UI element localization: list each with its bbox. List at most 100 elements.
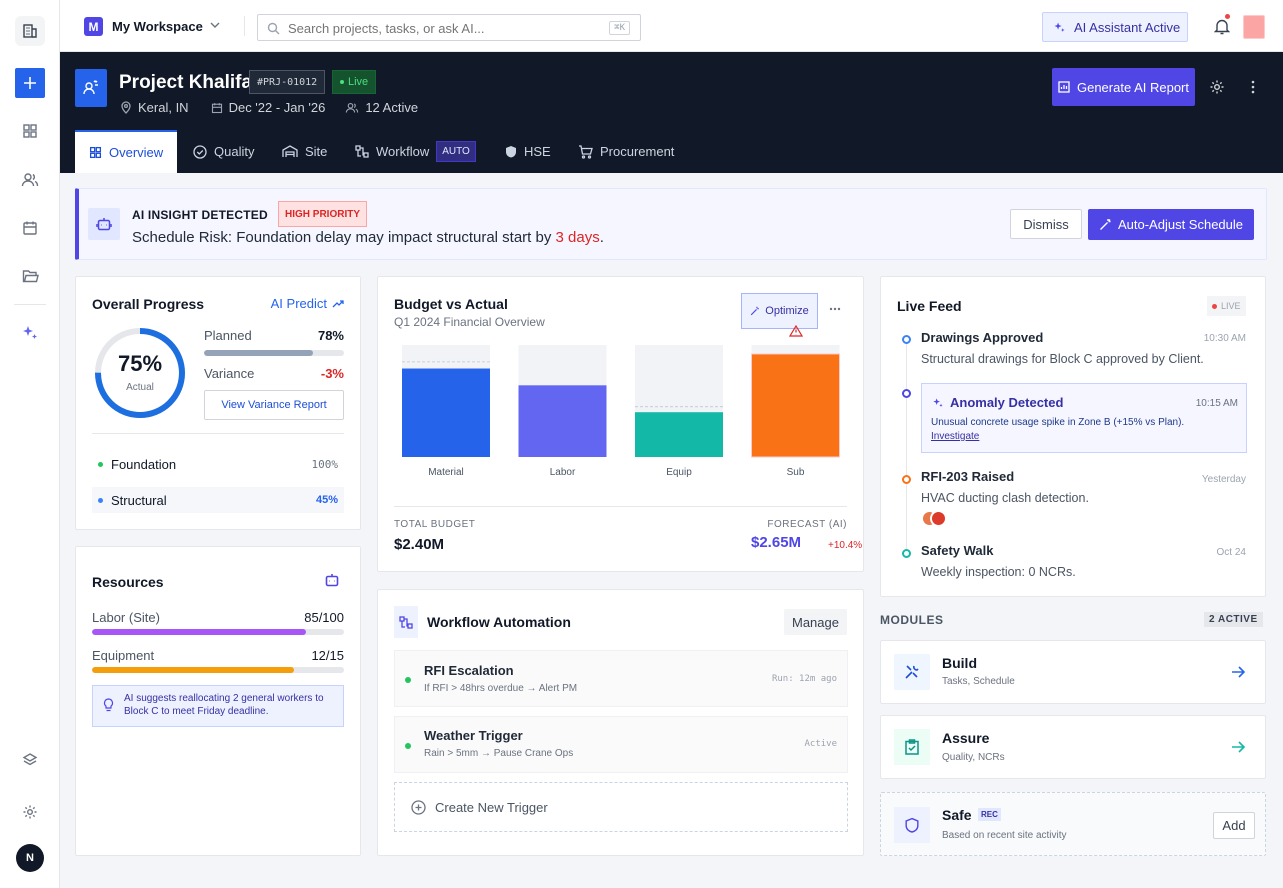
robot-icon[interactable]	[324, 572, 340, 588]
tab-label: Quality	[214, 144, 255, 159]
budget-card: Budget vs Actual Q1 2024 Financial Overv…	[377, 276, 864, 572]
bell-icon[interactable]	[1214, 14, 1230, 35]
status-label: Live	[348, 76, 369, 88]
feed-item-time: 10:15 AM	[1195, 398, 1238, 409]
resources-title: Resources	[92, 574, 164, 590]
building-icon[interactable]	[15, 16, 45, 46]
calendar-icon	[211, 102, 223, 114]
bar-material[interactable]	[402, 368, 490, 457]
arrow-right-icon[interactable]	[1231, 666, 1245, 678]
participant-avatars[interactable]	[921, 510, 949, 528]
budget-divider	[394, 506, 847, 507]
dashboard-icon	[89, 146, 102, 159]
chevron-down-icon[interactable]	[210, 22, 220, 28]
budget-bar-chart: Material Labor Equip Sub	[402, 345, 840, 478]
trend-up-icon	[332, 299, 344, 308]
module-build[interactable]: Build Tasks, Schedule	[880, 640, 1266, 704]
settings-icon[interactable]	[15, 797, 45, 827]
live-dot	[1212, 303, 1217, 309]
create-trigger-button[interactable]: Create New Trigger	[394, 782, 848, 832]
add-module-button[interactable]: Add	[1213, 812, 1255, 839]
user-avatar[interactable]: N	[16, 844, 44, 872]
resource-value: 85/100	[304, 610, 344, 625]
shield-icon	[505, 145, 517, 158]
recommended-badge: REC	[978, 808, 1001, 821]
manage-button[interactable]: Manage	[784, 609, 847, 635]
tab-workflow[interactable]: Workflow AUTO	[355, 130, 476, 173]
feed-item-text: HVAC ducting clash detection.	[921, 491, 1089, 505]
workspace-name[interactable]: My Workspace	[112, 19, 203, 34]
planned-label: Planned	[204, 328, 252, 343]
phase-row[interactable]: Structural 45%	[92, 487, 344, 513]
tab-hse[interactable]: HSE	[505, 130, 551, 173]
generate-report-label: Generate AI Report	[1076, 79, 1189, 95]
search-box[interactable]: ⌘K	[257, 14, 641, 41]
optimize-button[interactable]: Optimize	[741, 293, 818, 329]
category-label: Material	[428, 467, 464, 478]
workflow-item[interactable]: RFI Escalation If RFI > 48hrs overdue → …	[394, 650, 848, 707]
gear-icon[interactable]	[1209, 79, 1225, 95]
resource-bar	[92, 667, 344, 673]
forecast-value: $2.65M	[751, 534, 802, 551]
folder-icon[interactable]	[15, 261, 45, 291]
module-desc: Based on recent site activity	[942, 830, 1067, 841]
project-header: Project Khalifa #PRJ-01012 Live Keral, I…	[60, 52, 1283, 173]
workflow-item[interactable]: Weather Trigger Rain > 5mm → Pause Crane…	[394, 716, 848, 773]
shield-icon	[894, 807, 930, 843]
search-input[interactable]	[288, 19, 588, 37]
calendar-icon[interactable]	[15, 213, 45, 243]
plus-icon[interactable]	[15, 68, 45, 98]
workflow-card: Workflow Automation Manage RFI Escalatio…	[377, 589, 864, 856]
users-icon[interactable]	[15, 165, 45, 195]
category-label: Equip	[666, 467, 692, 478]
progress-divider	[92, 433, 344, 434]
bar-equip[interactable]	[635, 412, 723, 457]
project-meta: Keral, IN Dec '22 - Jan '26 12 Active	[120, 100, 418, 115]
generate-report-button[interactable]: Generate AI Report	[1052, 68, 1195, 106]
insight-text: Schedule Risk: Foundation delay may impa…	[132, 229, 552, 246]
timeline-line	[906, 339, 907, 553]
ai-predict-label: AI Predict	[270, 296, 327, 311]
auto-adjust-button[interactable]: Auto-Adjust Schedule	[1088, 209, 1254, 240]
insight-message: Schedule Risk: Foundation delay may impa…	[132, 229, 604, 246]
location-pin-icon	[120, 101, 132, 114]
module-name: Assure	[942, 730, 990, 746]
modules-count-badge: 2 ACTIVE	[1204, 612, 1263, 627]
investigate-link[interactable]: Investigate	[931, 431, 980, 442]
worker-icon	[82, 79, 100, 97]
feed-item-text: Structural drawings for Block C approved…	[921, 352, 1204, 366]
layers-icon[interactable]	[15, 745, 45, 775]
tab-overview[interactable]: Overview	[75, 130, 178, 173]
planned-bar	[204, 350, 344, 356]
view-variance-report-button[interactable]: View Variance Report	[204, 390, 344, 420]
insight-title: AI INSIGHT DETECTED	[132, 208, 268, 222]
bar-labor[interactable]	[518, 385, 607, 457]
tab-site[interactable]: Site	[282, 130, 327, 173]
phase-row[interactable]: Foundation 100%	[92, 451, 344, 477]
project-location: Keral, IN	[138, 100, 189, 115]
ai-insight-banner: AI INSIGHT DETECTED HIGH PRIORITY Schedu…	[75, 188, 1267, 260]
sparkles-icon	[1053, 21, 1066, 34]
arrow-right-icon[interactable]	[1231, 741, 1245, 753]
ai-suggestion-box: AI suggests reallocating 2 general worke…	[92, 685, 344, 727]
grid-icon[interactable]	[15, 116, 45, 146]
feed-item-time: Yesterday	[1201, 474, 1246, 485]
anomaly-card[interactable]: Anomaly Detected 10:15 AM Unusual concre…	[921, 383, 1247, 453]
user-avatar-image[interactable]	[1243, 15, 1265, 39]
total-budget-value: $2.40M	[394, 536, 445, 553]
bar-sub[interactable]	[751, 353, 840, 458]
ai-assistant-badge[interactable]: AI Assistant Active	[1042, 12, 1188, 42]
tab-quality[interactable]: Quality	[193, 130, 254, 173]
ai-suggestion-text: AI suggests reallocating 2 general worke…	[124, 693, 324, 717]
tab-procurement[interactable]: Procurement	[578, 130, 674, 173]
forecast-label: FORECAST (AI)	[767, 519, 847, 530]
more-vertical-icon[interactable]	[1251, 80, 1255, 94]
sparkles-icon[interactable]	[15, 318, 45, 348]
ai-predict-link[interactable]: AI Predict	[271, 296, 344, 311]
more-horizontal-icon[interactable]	[829, 307, 841, 311]
module-assure[interactable]: Assure Quality, NCRs	[880, 715, 1266, 779]
category-label: Sub	[787, 467, 805, 478]
module-desc: Tasks, Schedule	[942, 676, 1015, 687]
users-icon	[345, 102, 359, 114]
dismiss-button[interactable]: Dismiss	[1010, 209, 1082, 239]
